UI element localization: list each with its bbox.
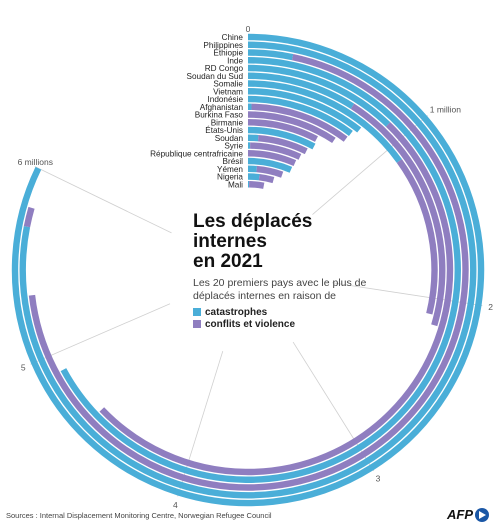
country-label-7: Vietnam xyxy=(213,87,243,96)
axis-guide-5 xyxy=(30,303,171,365)
country-label-2: Éthiopie xyxy=(213,48,243,58)
afp-logo: AFP xyxy=(447,507,489,522)
legend-swatch-catastrophes xyxy=(193,308,201,316)
bar-conflits-10 xyxy=(247,111,336,144)
bar-catastrophes-8 xyxy=(247,95,353,136)
legend-swatch-conflits xyxy=(193,320,201,328)
bar-conflits-2 xyxy=(28,53,469,491)
tick-label-1: 1 million xyxy=(430,104,461,114)
bar-conflits-1 xyxy=(23,206,35,228)
bar-catastrophes-6 xyxy=(247,80,402,163)
tick-label-5: 5 xyxy=(21,362,26,372)
bar-conflits-14 xyxy=(250,142,302,160)
bar-catastrophes-16 xyxy=(247,157,293,173)
bar-conflits-6 xyxy=(396,159,438,315)
bars-group xyxy=(11,33,485,507)
country-label-17: Yémen xyxy=(217,165,243,174)
bar-catastrophes-18 xyxy=(247,173,260,181)
afp-logo-icon xyxy=(475,507,489,522)
country-label-9: Afghanistan xyxy=(200,103,244,112)
tick-label-2: 2 xyxy=(488,302,493,312)
country-label-12: États-Unis xyxy=(205,125,243,135)
country-label-6: Somalie xyxy=(213,80,243,89)
legend: catastrophes conflits et violence xyxy=(193,306,295,330)
country-label-10: Burkina Faso xyxy=(195,111,244,120)
legend-label-catastrophes: catastrophes xyxy=(205,306,268,318)
afp-logo-text: AFP xyxy=(447,507,473,522)
bar-catastrophes-3 xyxy=(60,57,461,483)
country-label-1: Philippines xyxy=(203,41,243,50)
country-label-16: Brésil xyxy=(223,157,244,166)
legend-item-conflits: conflits et violence xyxy=(193,318,295,330)
country-label-19: Mali xyxy=(228,180,243,189)
legend-label-conflits: conflits et violence xyxy=(205,318,296,330)
bar-conflits-17 xyxy=(256,165,284,178)
bar-conflits-4 xyxy=(99,122,454,476)
bar-conflits-19 xyxy=(249,181,265,189)
bar-conflits-11 xyxy=(247,119,318,142)
bar-catastrophes-7 xyxy=(247,88,362,133)
tick-label-4: 4 xyxy=(173,500,178,510)
bar-conflits-5 xyxy=(350,103,446,327)
country-label-11: Birmanie xyxy=(211,118,244,127)
bar-catastrophes-0 xyxy=(11,33,485,507)
bar-conflits-18 xyxy=(258,174,275,184)
bar-catastrophes-12 xyxy=(247,126,316,150)
country-label-4: RD Congo xyxy=(205,64,244,73)
country-label-5: Soudan du Sud xyxy=(187,72,244,81)
tick-label-3: 3 xyxy=(376,474,381,484)
country-label-3: Inde xyxy=(227,56,243,65)
axis-guide-6 xyxy=(34,166,172,234)
country-label-13: Soudan xyxy=(215,134,244,143)
bar-catastrophes-5 xyxy=(247,72,355,109)
tick-label-6: 6 millions xyxy=(18,157,53,167)
bar-conflits-15 xyxy=(247,150,297,167)
chart-subtitle: Les 20 premiers pays avec le plus de dép… xyxy=(193,277,367,302)
bar-catastrophes-1 xyxy=(19,41,477,499)
axis-tick-labels: 0 1 million 2 3 4 5 6 millions xyxy=(18,24,494,510)
country-label-0: Chine xyxy=(222,33,244,42)
tick-label-0: 0 xyxy=(246,24,251,34)
country-label-8: Indonésie xyxy=(207,95,243,104)
source-note: Sources : Internal Displacement Monitori… xyxy=(6,511,272,520)
bar-conflits-9 xyxy=(251,103,348,142)
legend-item-catastrophes: catastrophes xyxy=(193,306,295,318)
country-label-18: Nigeria xyxy=(217,173,243,182)
bar-catastrophes-4 xyxy=(247,64,391,127)
country-label-15: République centrafricaine xyxy=(150,149,243,158)
chart-title: Les déplacés internes en 2021 xyxy=(193,211,313,272)
bar-conflits-13 xyxy=(257,134,308,155)
bar-catastrophes-2 xyxy=(247,49,294,61)
country-label-14: Syrie xyxy=(224,142,243,151)
